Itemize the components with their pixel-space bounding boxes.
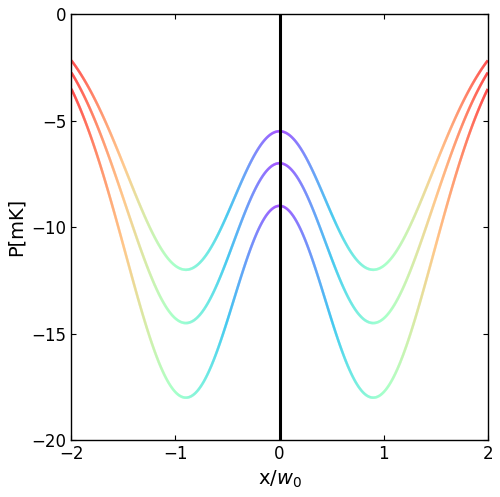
Y-axis label: P[mK]: P[mK] (7, 198, 26, 256)
X-axis label: x/$w_0$: x/$w_0$ (258, 469, 302, 490)
